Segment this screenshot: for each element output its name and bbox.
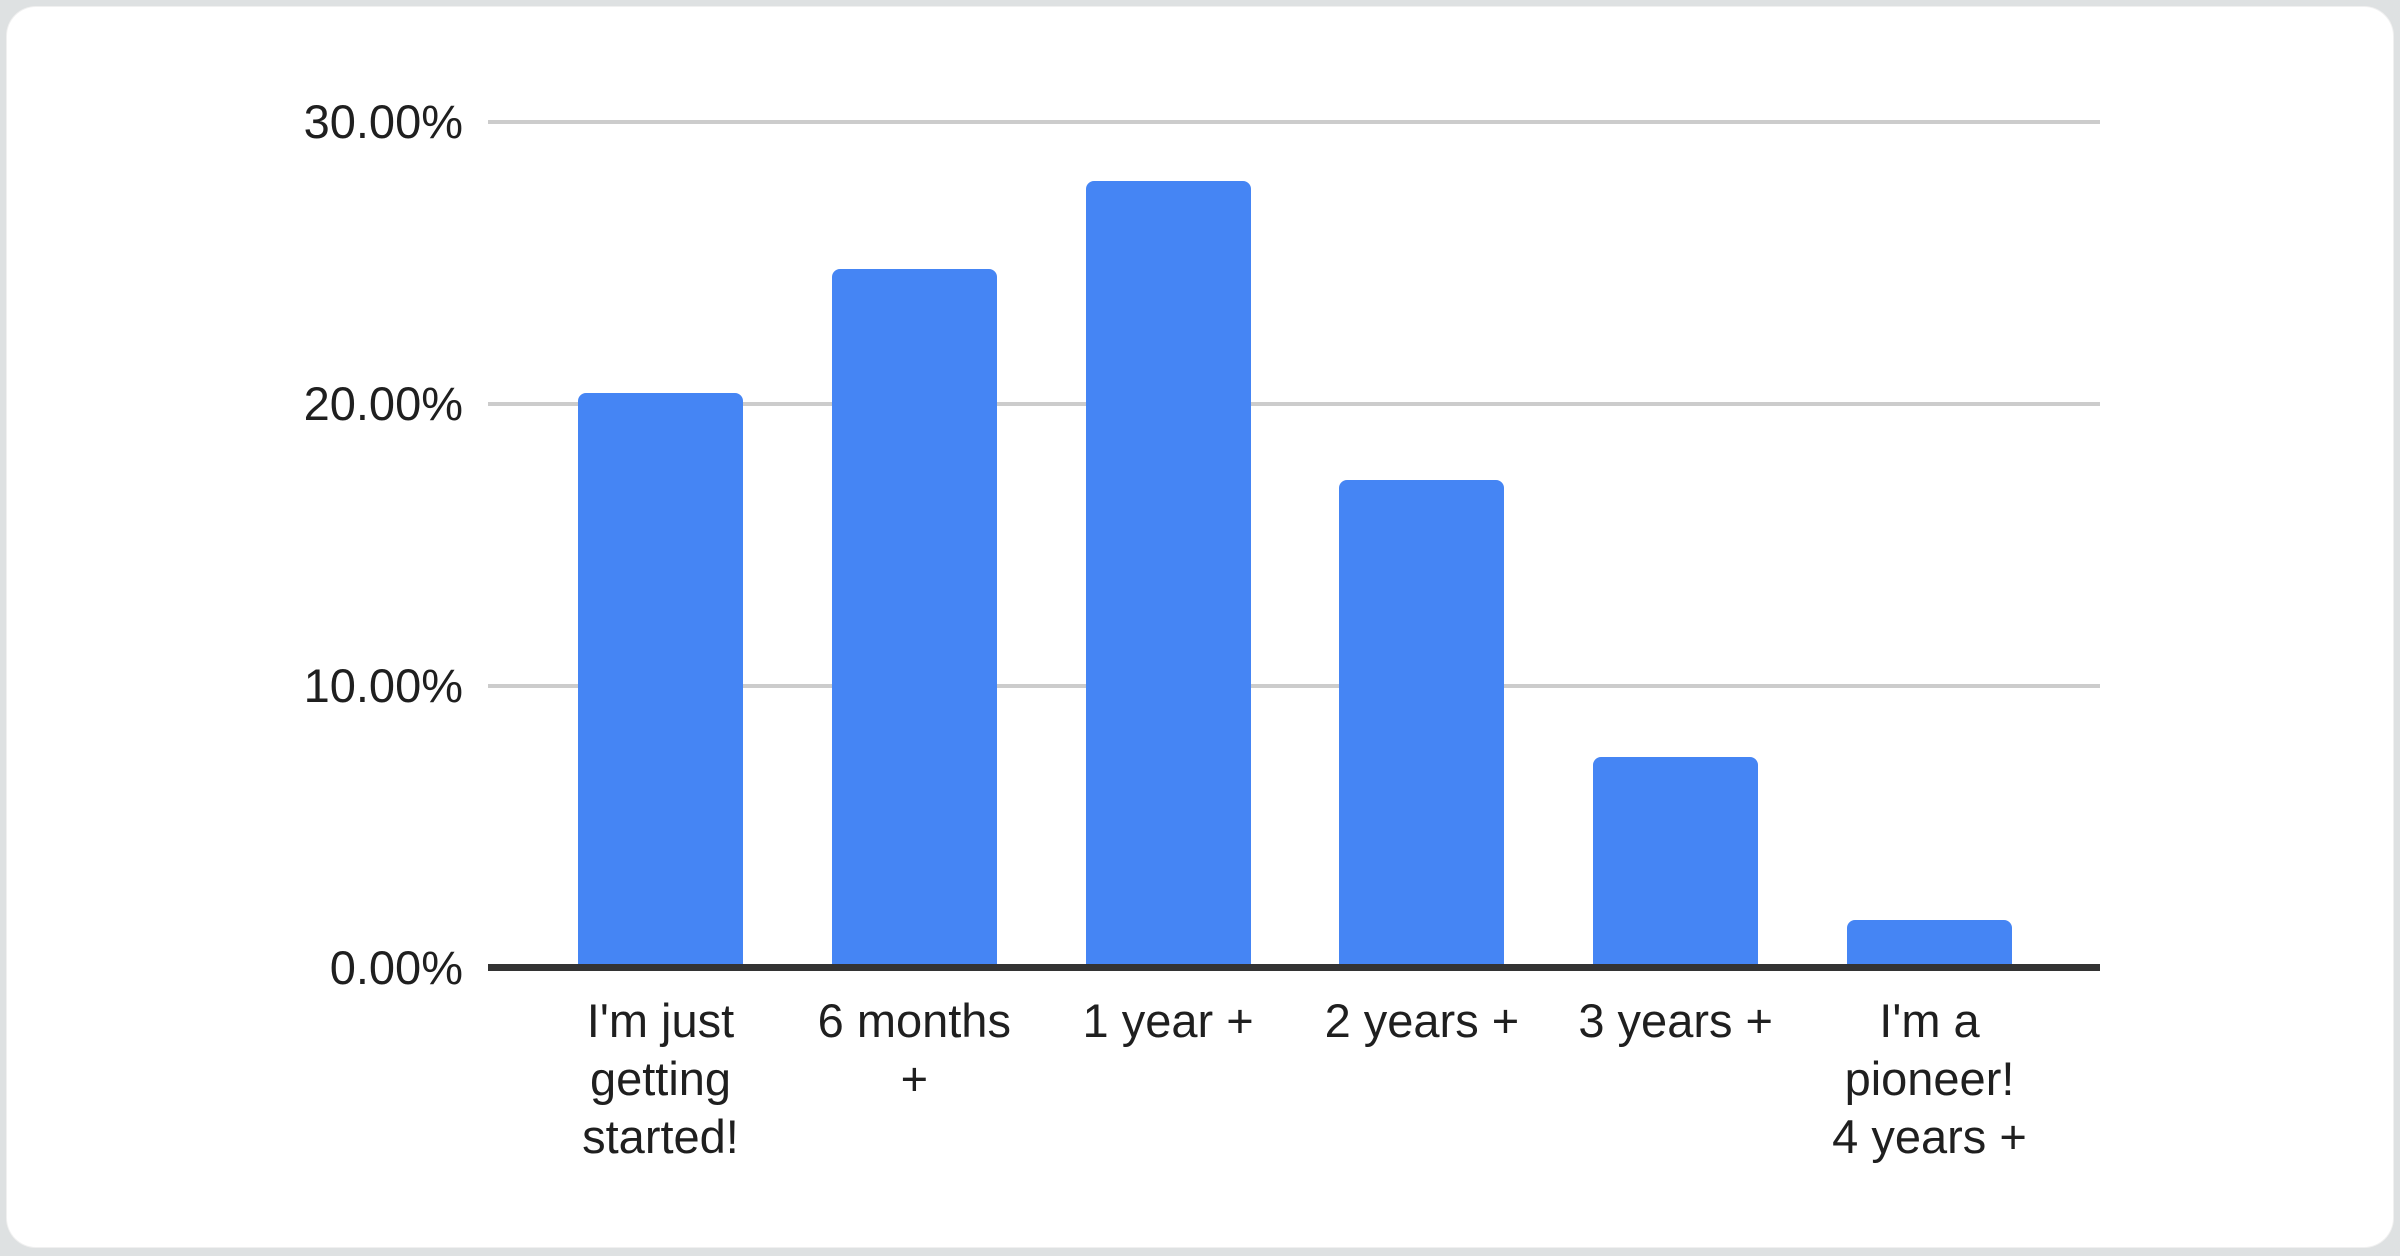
x-category-label: 6 months + xyxy=(817,994,1011,1105)
x-category-label: I'm a pioneer! 4 years + xyxy=(1832,994,2027,1163)
x-category-label: 2 years + xyxy=(1324,994,1520,1047)
x-category-label: I'm just getting started! xyxy=(582,994,739,1163)
gridline xyxy=(488,684,2100,688)
plot-area xyxy=(488,120,2100,971)
bar[interactable] xyxy=(1847,920,2012,968)
y-tick-label: 0.00% xyxy=(329,941,463,994)
y-tick-label: 30.00% xyxy=(303,95,463,148)
x-category-label: 1 year + xyxy=(1082,994,1254,1047)
x-axis-line xyxy=(488,964,2100,971)
bar[interactable] xyxy=(1085,181,1251,968)
gridline xyxy=(488,120,2100,124)
bar[interactable] xyxy=(1593,756,1759,968)
bar[interactable] xyxy=(578,392,743,968)
gridline xyxy=(488,402,2100,406)
bar[interactable] xyxy=(1339,480,1505,968)
y-tick-label: 10.00% xyxy=(303,659,463,712)
bar[interactable] xyxy=(831,268,997,968)
x-category-label: 3 years + xyxy=(1578,994,1773,1047)
y-tick-label: 20.00% xyxy=(303,377,463,430)
